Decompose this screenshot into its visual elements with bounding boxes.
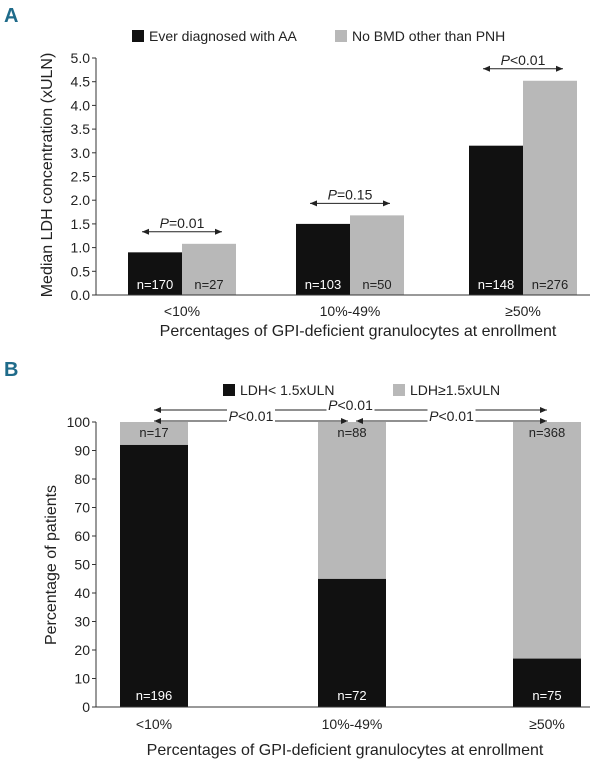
legend-swatch-a-2	[335, 30, 347, 42]
x-tick-label-b: 10%-49%	[322, 716, 383, 732]
x-tick-label-b: <10%	[136, 716, 172, 732]
bar-a-aa-3	[469, 145, 523, 295]
bar-a-nobmd-3	[523, 80, 577, 295]
n-label-b-low: n=196	[136, 688, 173, 703]
panel-b-legend: LDH< 1.5xULN LDH≥1.5xULN	[223, 382, 500, 398]
bar-b-high-3	[513, 422, 581, 659]
x-tick-label-b: ≥50%	[529, 716, 565, 732]
n-label-b-high: n=368	[529, 425, 566, 440]
p-label-bg	[427, 408, 476, 424]
x-tick-label-a: 10%-49%	[320, 303, 381, 319]
y-tick-label: 5.0	[71, 50, 91, 66]
panel-b: B LDH< 1.5xULN LDH≥1.5xULN Percentage of …	[4, 359, 590, 759]
n-label-b-high: n=17	[139, 425, 168, 440]
panel-a-p-values: P=0.01 P=0.15 P<0.01	[142, 52, 563, 235]
y-tick-label: 0	[82, 699, 90, 715]
n-label-a: n=103	[305, 277, 342, 292]
legend-label-b-2: LDH≥1.5xULN	[410, 382, 500, 398]
bar-b-low-2	[318, 578, 386, 707]
p-arrow-a-3	[483, 65, 563, 72]
p-arrow-a-2	[310, 200, 390, 207]
panel-a-y-ticks: 0.0 0.5 1.0 1.5 2.0 2.5 3.0 3.5 4.0 4.5 5.0	[71, 50, 97, 303]
bar-b-low-3	[513, 658, 581, 707]
x-tick-label-a: ≥50%	[505, 303, 541, 319]
bar-a-nobmd-2	[350, 215, 404, 295]
p-arrow-a-1	[142, 228, 222, 235]
y-tick-label: 0.5	[71, 263, 91, 279]
n-label-b-low: n=72	[337, 688, 366, 703]
bar-b-high-1	[120, 422, 188, 445]
y-tick-label: 80	[74, 471, 90, 487]
y-tick-label: 0.0	[71, 287, 91, 303]
y-tick-label: 4.0	[71, 97, 91, 113]
panel-a-letter: A	[4, 5, 18, 27]
p-value-a-3: P<0.01	[501, 52, 546, 68]
panel-b-x-axis-title: Percentages of GPI-deficient granulocyte…	[147, 742, 544, 759]
panel-a-x-axis-title: Percentages of GPI-deficient granulocyte…	[160, 323, 557, 340]
y-tick-label: 60	[74, 528, 90, 544]
legend-label-b-1: LDH< 1.5xULN	[240, 382, 335, 398]
p-label-bg	[326, 397, 375, 413]
bar-a-nobmd-1	[182, 243, 236, 295]
panel-b-y-ticks: 0 10 20 30 40 50 60 70 80 90 100	[67, 414, 97, 715]
panel-b-x-ticks: <10% 10%-49% ≥50%	[96, 706, 590, 732]
y-tick-label: 1.0	[71, 240, 91, 256]
legend-label-a-1: Ever diagnosed with AA	[149, 28, 298, 44]
p-value-b-3: P<0.01	[429, 408, 474, 424]
bar-b-high-2	[318, 422, 386, 579]
y-tick-label: 1.5	[71, 216, 91, 232]
panel-b-y-axis-title: Percentage of patients	[43, 485, 60, 645]
p-value-a-2: P=0.15	[328, 186, 373, 202]
panel-a-y-axis-title: Median LDH concentration (xULN)	[39, 53, 56, 298]
y-tick-label: 3.5	[71, 121, 91, 137]
y-tick-label: 40	[74, 585, 90, 601]
legend-swatch-a-1	[132, 30, 144, 42]
y-tick-label: 10	[74, 671, 90, 687]
legend-swatch-b-2	[393, 384, 405, 396]
panel-a-legend: Ever diagnosed with AA No BMD other than …	[132, 28, 505, 44]
panel-b-letter: B	[4, 359, 18, 381]
p-value-b-1: P<0.01	[328, 397, 373, 413]
y-tick-label: 2.0	[71, 192, 91, 208]
y-tick-label: 70	[74, 500, 90, 516]
bar-b-low-1	[120, 444, 188, 707]
panel-a-x-ticks: <10% 10%-49% ≥50%	[96, 294, 590, 319]
n-label-a: n=276	[532, 277, 569, 292]
y-tick-label: 4.5	[71, 74, 91, 90]
y-tick-label: 2.5	[71, 169, 91, 185]
bar-a-aa-1	[128, 252, 182, 295]
y-tick-label: 3.0	[71, 145, 91, 161]
n-label-b-low: n=75	[532, 688, 561, 703]
n-label-b-high: n=88	[337, 425, 366, 440]
legend-swatch-b-1	[223, 384, 235, 396]
p-value-a-1: P=0.01	[160, 215, 205, 231]
panel-b-p-values: P<0.01 P<0.01 P<0.01	[154, 397, 547, 424]
y-tick-label: 100	[67, 414, 91, 430]
y-tick-label: 30	[74, 614, 90, 630]
bar-a-aa-2	[296, 223, 350, 295]
panel-a: A Ever diagnosed with AA No BMD other tha…	[4, 5, 590, 340]
p-value-b-2: P<0.01	[229, 408, 274, 424]
p-label-bg	[227, 408, 275, 424]
n-label-a: n=50	[362, 277, 391, 292]
legend-label-a-2: No BMD other than PNH	[352, 28, 505, 44]
y-tick-label: 50	[74, 557, 90, 573]
y-tick-label: 90	[74, 443, 90, 459]
y-tick-label: 20	[74, 642, 90, 658]
n-label-a: n=170	[137, 277, 174, 292]
panel-b-bars: n=196 n=17 n=72 n=88 n=75 n=368	[120, 422, 581, 707]
n-label-a: n=148	[478, 277, 515, 292]
n-label-a: n=27	[194, 277, 223, 292]
panel-a-bars: n=170 n=27 n=103 n=50 n=148 n=276	[128, 80, 577, 295]
x-tick-label-a: <10%	[164, 303, 200, 319]
